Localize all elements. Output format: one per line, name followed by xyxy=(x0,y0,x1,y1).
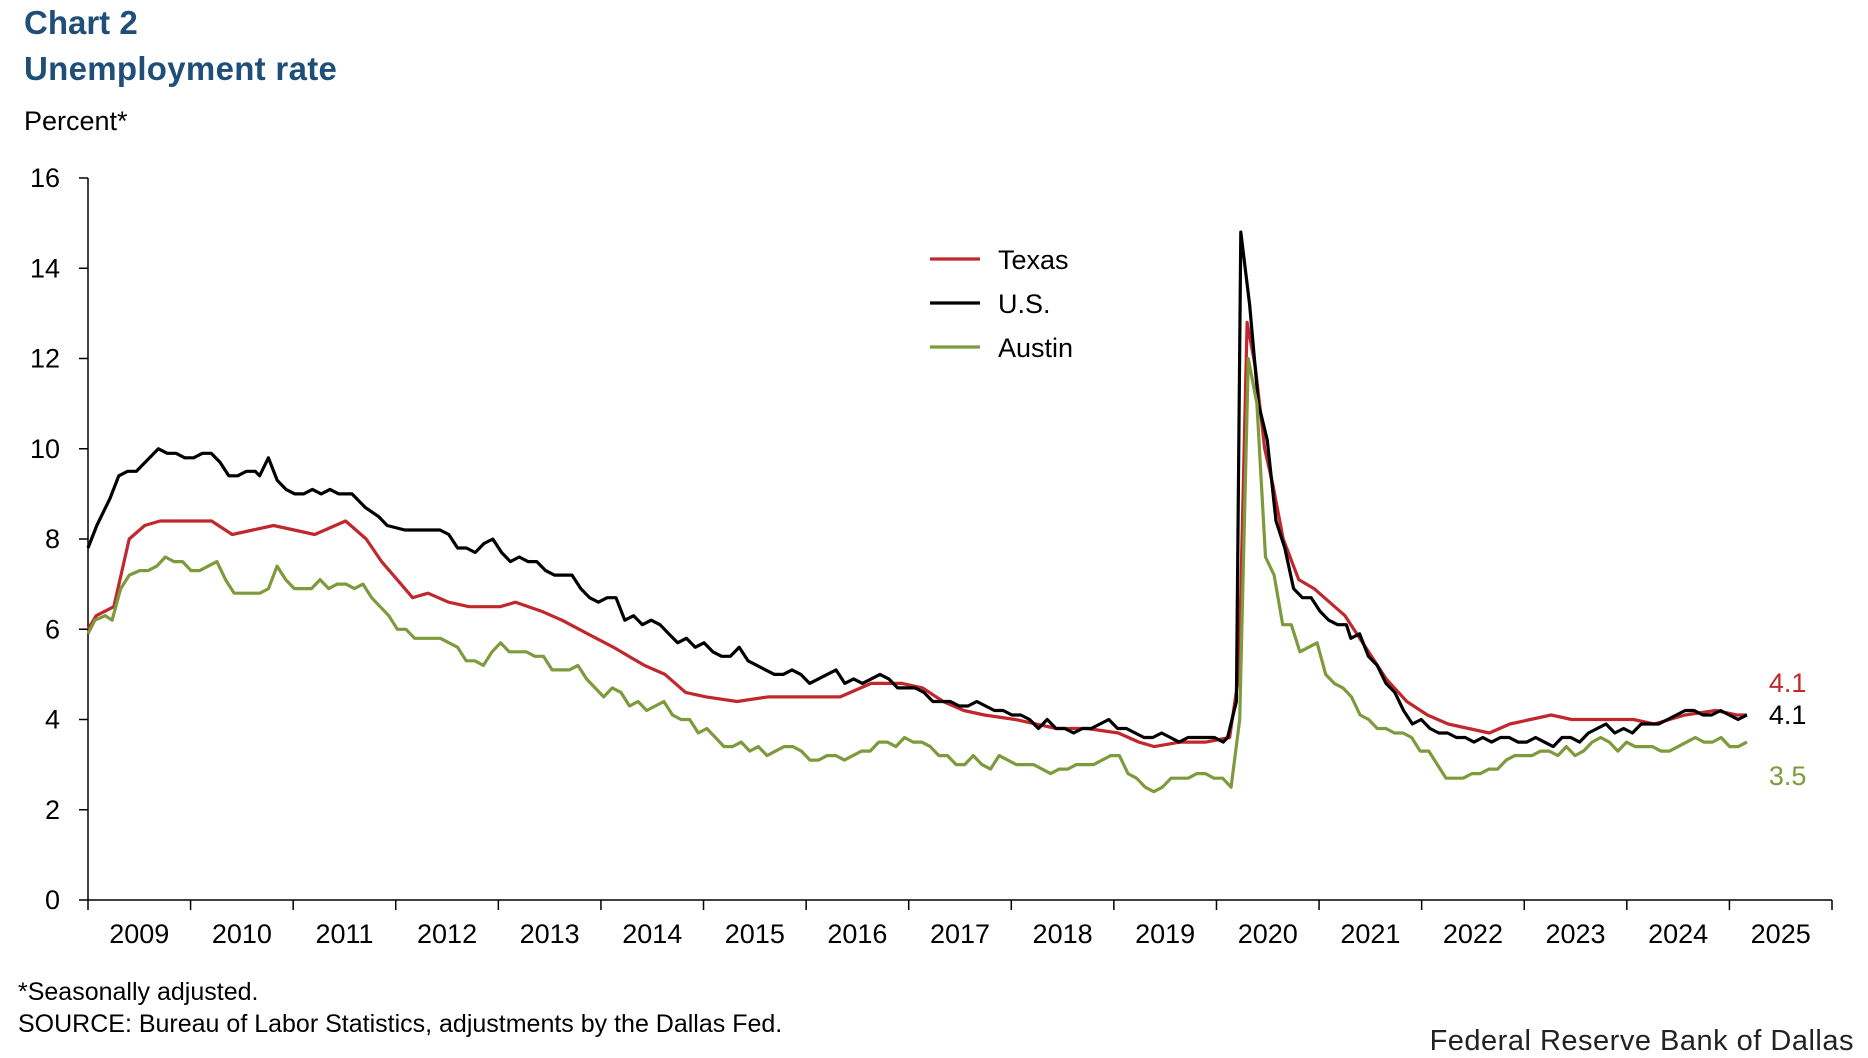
y-axis-unit-label: Percent* xyxy=(24,106,128,136)
x-tick-label: 2021 xyxy=(1340,919,1400,949)
x-tick-label: 2014 xyxy=(622,919,682,949)
y-tick-label: 12 xyxy=(30,344,60,374)
footnote: *Seasonally adjusted. xyxy=(18,978,259,1006)
x-tick-label: 2024 xyxy=(1648,919,1708,949)
x-tick-label: 2023 xyxy=(1545,919,1605,949)
y-tick-label: 6 xyxy=(45,614,60,644)
end-label-texas: 4.1 xyxy=(1769,668,1807,698)
end-value-labels: 4.14.1 3.5 xyxy=(1769,668,1807,791)
chart-lines xyxy=(86,230,1748,794)
x-tick-label: 2015 xyxy=(725,919,785,949)
x-tick-label: 2013 xyxy=(520,919,580,949)
x-tick-label: 2025 xyxy=(1751,919,1811,949)
legend-label-texas: Texas xyxy=(998,245,1069,275)
x-tick-label: 2019 xyxy=(1135,919,1195,949)
legend-label-austin: Austin xyxy=(998,333,1073,363)
chart-title: Unemployment rate xyxy=(24,50,338,87)
x-tick-label: 2012 xyxy=(417,919,477,949)
x-tick-label: 2011 xyxy=(315,919,373,949)
y-tick-label: 16 xyxy=(30,163,60,193)
brand-label: Federal Reserve Bank of Dallas xyxy=(1429,1025,1854,1057)
x-tick-label: 2010 xyxy=(212,919,272,949)
series-line-austin xyxy=(86,356,1748,794)
source-note: SOURCE: Bureau of Labor Statistics, adju… xyxy=(18,1010,783,1038)
x-tick-label: 2016 xyxy=(827,919,887,949)
y-tick-label: 0 xyxy=(45,885,60,915)
x-tick-label: 2018 xyxy=(1033,919,1093,949)
y-tick-label: 14 xyxy=(30,253,60,283)
y-tick-label: 4 xyxy=(45,705,60,735)
x-tick-label: 2020 xyxy=(1238,919,1298,949)
x-tick-label: 2009 xyxy=(109,919,169,949)
end-label-austin: 3.5 xyxy=(1769,761,1807,791)
chart-axes: 0 2 4 6 8 10 12 14 16 2009 2010 2011 2012 2013 2014 201… xyxy=(30,163,1833,949)
y-tick-label: 10 xyxy=(30,434,60,464)
series-line-texas xyxy=(86,320,1747,749)
x-tick-label: 2022 xyxy=(1443,919,1503,949)
y-tick-label: 8 xyxy=(45,524,60,554)
series-line-u-s xyxy=(86,230,1748,749)
chart-number: Chart 2 xyxy=(24,4,138,41)
chart-legend: Texas U.S. Austin xyxy=(930,245,1073,363)
x-tick-label: 2017 xyxy=(930,919,990,949)
y-tick-label: 2 xyxy=(45,795,60,825)
end-label-u-s: 4.1 xyxy=(1769,700,1807,730)
legend-label-u-s: U.S. xyxy=(998,289,1051,319)
